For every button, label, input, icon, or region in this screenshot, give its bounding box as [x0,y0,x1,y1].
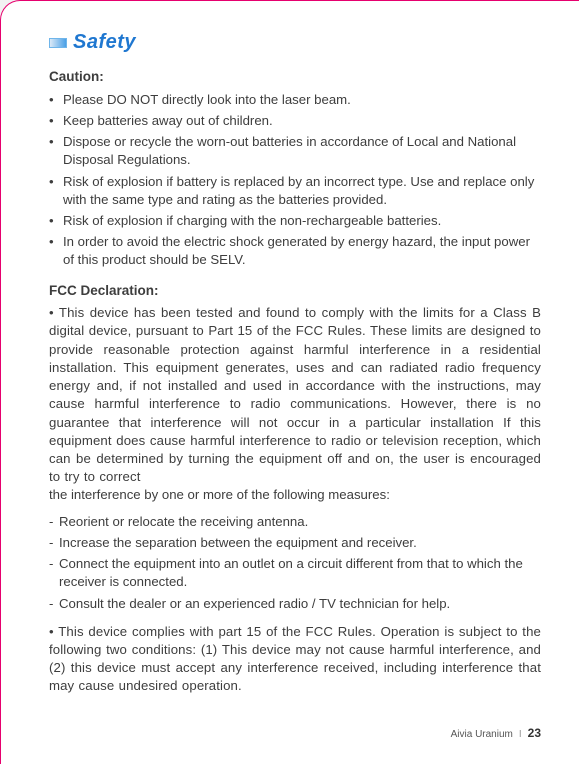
fcc-measure-item: Increase the separation between the equi… [49,534,541,552]
footer-separator-icon: I [519,729,522,740]
caution-item: Dispose or recycle the worn-out batterie… [49,133,541,169]
section-header: Safety [49,31,541,54]
footer-product-name: Aivia Uranium [451,729,513,740]
fcc-measures-list: Reorient or relocate the receiving anten… [49,513,541,613]
caution-text: Dispose or recycle the worn-out batterie… [61,133,541,169]
caution-item: Risk of explosion if battery is replaced… [49,173,541,209]
content-body: Caution: Please DO NOT directly look int… [49,68,541,714]
fcc-heading: FCC Declaration: [49,282,541,301]
caution-text: Keep batteries away out of children. [61,112,541,130]
caution-heading: Caution: [49,68,541,87]
caution-list: Please DO NOT directly look into the las… [49,91,541,270]
fcc-paragraph-1-tail: the interference by one or more of the f… [49,486,541,504]
caution-item: Keep batteries away out of children. [49,112,541,130]
footer-page-number: 23 [528,726,541,740]
page: Safety Caution: Please DO NOT directly l… [0,0,579,764]
fcc-paragraph-2: • This device complies with part 15 of t… [49,623,541,696]
fcc-measure-text: Increase the separation between the equi… [59,535,417,550]
caution-item: Please DO NOT directly look into the las… [49,91,541,109]
header-accent-bar [49,38,67,48]
caution-text: Please DO NOT directly look into the las… [61,91,541,109]
fcc-measure-text: Consult the dealer or an experienced rad… [59,596,450,611]
fcc-measure-item: Reorient or relocate the receiving anten… [49,513,541,531]
caution-text: In order to avoid the electric shock gen… [61,233,541,269]
fcc-paragraph-1: • This device has been tested and found … [49,304,541,486]
caution-text: Risk of explosion if battery is replaced… [61,173,541,209]
caution-item: In order to avoid the electric shock gen… [49,233,541,269]
fcc-measure-text: Connect the equipment into an outlet on … [59,556,523,589]
fcc-measure-item: Consult the dealer or an experienced rad… [49,595,541,613]
section-title: Safety [73,31,136,54]
page-footer: Aivia Uranium I 23 [49,714,541,740]
fcc-measure-item: Connect the equipment into an outlet on … [49,555,541,591]
caution-text: Risk of explosion if charging with the n… [61,212,541,230]
fcc-measure-text: Reorient or relocate the receiving anten… [59,514,308,529]
caution-item: Risk of explosion if charging with the n… [49,212,541,230]
